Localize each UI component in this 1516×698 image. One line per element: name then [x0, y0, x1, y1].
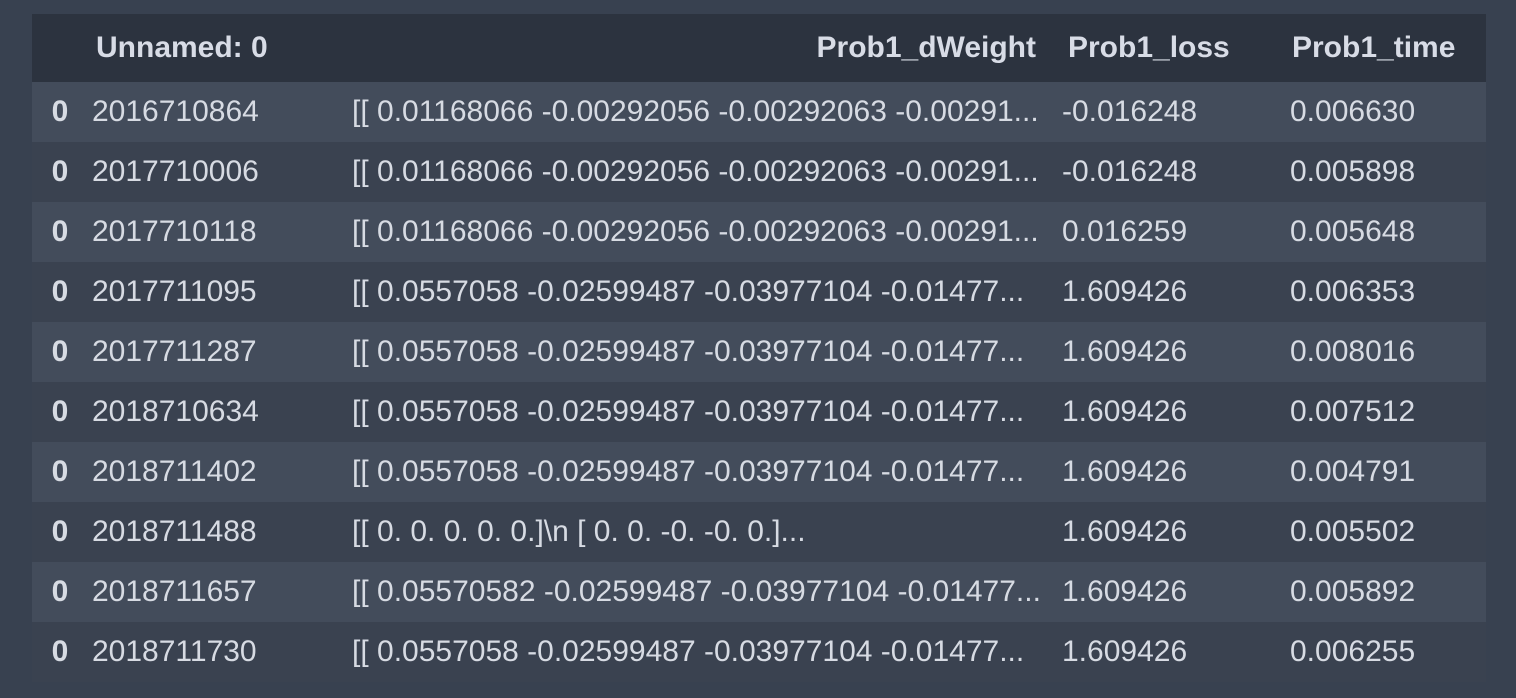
header-prob1-loss: Prob1_loss: [1068, 31, 1230, 64]
table-row: 0 2016710864 [[ 0.01168066 -0.00292056 -…: [32, 82, 1486, 142]
table-row: 0 2018710634 [[ 0.0557058 -0.02599487 -0…: [32, 382, 1486, 442]
cell-loss: 1.609426: [1062, 395, 1188, 428]
cell-loss: 1.609426: [1062, 275, 1188, 308]
table-row: 0 2018711402 [[ 0.0557058 -0.02599487 -0…: [32, 442, 1486, 502]
cell-dweight: [[ 0.01168066 -0.00292056 -0.00292063 -0…: [352, 95, 1039, 128]
cell-unnamed: 2018711488: [92, 515, 257, 548]
cell-loss: 0.016259: [1062, 215, 1188, 248]
cell-loss: 1.609426: [1062, 575, 1188, 608]
cell-dweight: [[ 0.0557058 -0.02599487 -0.03977104 -0.…: [352, 395, 1025, 428]
cell-time: 0.006630: [1290, 95, 1416, 128]
cell-loss: 1.609426: [1062, 515, 1188, 548]
dataframe-output: Unnamed: 0 Prob1_dWeight Prob1_loss Prob…: [32, 14, 1486, 682]
cell-unnamed: 2017711287: [92, 335, 257, 368]
table-row: 0 2017711287 [[ 0.0557058 -0.02599487 -0…: [32, 322, 1486, 382]
cell-unnamed: 2017710118: [92, 215, 257, 248]
table-row: 0 2018711488 [[ 0. 0. 0. 0. 0.]\n [ 0. 0…: [32, 502, 1486, 562]
cell-time: 0.007512: [1290, 395, 1416, 428]
cell-dweight: [[ 0.01168066 -0.00292056 -0.00292063 -0…: [352, 215, 1039, 248]
cell-dweight: [[ 0.05570582 -0.02599487 -0.03977104 -0…: [352, 575, 1041, 608]
table-row: 0 2017710118 [[ 0.01168066 -0.00292056 -…: [32, 202, 1486, 262]
row-index: 0: [51, 515, 69, 548]
cell-dweight: [[ 0. 0. 0. 0. 0.]\n [ 0. 0. -0. -0. 0.]…: [352, 515, 806, 548]
cell-unnamed: 2018711657: [92, 575, 257, 608]
cell-dweight: [[ 0.0557058 -0.02599487 -0.03977104 -0.…: [352, 635, 1025, 668]
row-index: 0: [51, 275, 69, 308]
cell-time: 0.006255: [1290, 635, 1416, 668]
row-index: 0: [51, 395, 69, 428]
header-row: Unnamed: 0 Prob1_dWeight Prob1_loss Prob…: [32, 14, 1486, 82]
row-index: 0: [51, 95, 69, 128]
cell-loss: 1.609426: [1062, 335, 1188, 368]
row-index: 0: [51, 335, 69, 368]
row-index: 0: [51, 215, 69, 248]
row-index: 0: [51, 455, 69, 488]
cell-time: 0.005648: [1290, 215, 1416, 248]
header-unnamed-0: Unnamed: 0: [96, 31, 268, 64]
cell-loss: 1.609426: [1062, 455, 1188, 488]
cell-time: 0.005502: [1290, 515, 1416, 548]
table-row: 0 2017710006 [[ 0.01168066 -0.00292056 -…: [32, 142, 1486, 202]
row-index: 0: [51, 635, 69, 668]
cell-loss: 1.609426: [1062, 635, 1188, 668]
cell-unnamed: 2018710634: [92, 395, 259, 428]
dataframe-table: Unnamed: 0 Prob1_dWeight Prob1_loss Prob…: [32, 14, 1486, 682]
header-prob1-time: Prob1_time: [1292, 31, 1456, 64]
cell-time: 0.008016: [1290, 335, 1416, 368]
table-row: 0 2018711730 [[ 0.0557058 -0.02599487 -0…: [32, 622, 1486, 682]
cell-loss: -0.016248: [1062, 95, 1198, 128]
row-index: 0: [51, 155, 69, 188]
table-row: 0 2018711657 [[ 0.05570582 -0.02599487 -…: [32, 562, 1486, 622]
cell-unnamed: 2016710864: [92, 95, 259, 128]
cell-time: 0.005898: [1290, 155, 1416, 188]
cell-dweight: [[ 0.0557058 -0.02599487 -0.03977104 -0.…: [352, 455, 1025, 488]
cell-time: 0.005892: [1290, 575, 1416, 608]
table-body: 0 2016710864 [[ 0.01168066 -0.00292056 -…: [32, 82, 1486, 682]
header-prob1-dweight: Prob1_dWeight: [816, 31, 1036, 64]
row-index: 0: [51, 575, 69, 608]
cell-dweight: [[ 0.01168066 -0.00292056 -0.00292063 -0…: [352, 155, 1039, 188]
cell-dweight: [[ 0.0557058 -0.02599487 -0.03977104 -0.…: [352, 275, 1025, 308]
cell-time: 0.004791: [1290, 455, 1416, 488]
cell-unnamed: 2017710006: [92, 155, 259, 188]
cell-unnamed: 2017711095: [92, 275, 257, 308]
cell-unnamed: 2018711402: [92, 455, 257, 488]
cell-dweight: [[ 0.0557058 -0.02599487 -0.03977104 -0.…: [352, 335, 1025, 368]
cell-unnamed: 2018711730: [92, 635, 257, 668]
header-index: [32, 14, 92, 82]
table-row: 0 2017711095 [[ 0.0557058 -0.02599487 -0…: [32, 262, 1486, 322]
cell-loss: -0.016248: [1062, 155, 1198, 188]
table-header: Unnamed: 0 Prob1_dWeight Prob1_loss Prob…: [32, 14, 1486, 82]
cell-time: 0.006353: [1290, 275, 1416, 308]
